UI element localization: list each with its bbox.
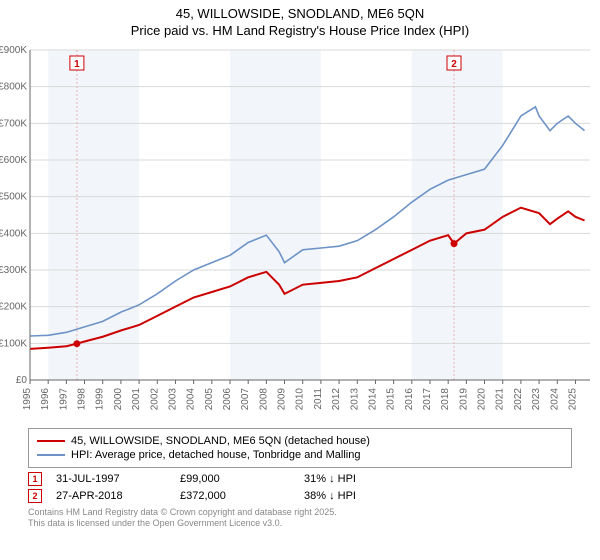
legend-label-price-paid: 45, WILLOWSIDE, SNODLAND, ME6 5QN (detac… — [71, 435, 370, 447]
svg-text:£400K: £400K — [0, 228, 27, 239]
svg-text:£0: £0 — [16, 375, 28, 386]
svg-text:£100K: £100K — [0, 338, 27, 349]
svg-text:2022: 2022 — [513, 387, 524, 410]
svg-text:2013: 2013 — [349, 387, 360, 410]
sale-data-row-2: 2 27-APR-2018 £372,000 38% ↓ HPI — [28, 489, 572, 503]
svg-text:1: 1 — [74, 59, 80, 70]
svg-text:2003: 2003 — [167, 387, 178, 410]
svg-text:£700K: £700K — [0, 118, 27, 129]
svg-text:2021: 2021 — [495, 387, 506, 410]
sale-price-1: £99,000 — [180, 473, 290, 485]
svg-text:2017: 2017 — [422, 387, 433, 410]
svg-text:£500K: £500K — [0, 191, 27, 202]
legend-swatch-hpi — [37, 454, 65, 456]
svg-text:2008: 2008 — [258, 387, 269, 410]
svg-text:2010: 2010 — [295, 387, 306, 410]
svg-text:2006: 2006 — [222, 387, 233, 410]
sale-data-row-1: 1 31-JUL-1997 £99,000 31% ↓ HPI — [28, 472, 572, 486]
svg-text:2014: 2014 — [367, 387, 378, 410]
svg-text:1998: 1998 — [77, 387, 88, 410]
svg-text:2020: 2020 — [477, 387, 488, 410]
svg-text:2001: 2001 — [131, 387, 142, 410]
svg-text:2007: 2007 — [240, 387, 251, 410]
svg-text:2011: 2011 — [313, 387, 324, 409]
sale-date-2: 27-APR-2018 — [56, 490, 166, 502]
sale-price-2: £372,000 — [180, 490, 290, 502]
svg-text:2019: 2019 — [458, 387, 469, 410]
chart-title: 45, WILLOWSIDE, SNODLAND, ME6 5QN Price … — [0, 0, 600, 42]
marker-box-1: 1 — [28, 472, 42, 486]
title-line2: Price paid vs. HM Land Registry's House … — [0, 23, 600, 40]
legend: 45, WILLOWSIDE, SNODLAND, ME6 5QN (detac… — [28, 428, 572, 468]
sale-data-list: 1 31-JUL-1997 £99,000 31% ↓ HPI 2 27-APR… — [28, 472, 572, 503]
footer-line1: Contains HM Land Registry data © Crown c… — [28, 507, 572, 518]
sale-date-1: 31-JUL-1997 — [56, 473, 166, 485]
title-line1: 45, WILLOWSIDE, SNODLAND, ME6 5QN — [0, 6, 600, 23]
line-chart: £0 £100K £200K £300K £400K £500K £600K £700K £80… — [0, 42, 600, 422]
legend-row-price-paid: 45, WILLOWSIDE, SNODLAND, ME6 5QN (detac… — [37, 435, 563, 447]
svg-text:£800K: £800K — [0, 81, 27, 92]
legend-label-hpi: HPI: Average price, detached house, Tonb… — [71, 449, 360, 461]
svg-text:2016: 2016 — [404, 387, 415, 410]
sale-delta-1: 31% ↓ HPI — [304, 473, 404, 485]
footer: Contains HM Land Registry data © Crown c… — [28, 507, 572, 529]
svg-text:2012: 2012 — [331, 387, 342, 410]
svg-text:1997: 1997 — [58, 387, 69, 410]
svg-text:1996: 1996 — [40, 387, 51, 410]
svg-text:1999: 1999 — [95, 387, 106, 410]
svg-text:2025: 2025 — [567, 387, 578, 410]
legend-row-hpi: HPI: Average price, detached house, Tonb… — [37, 449, 563, 461]
chart-area: £0 £100K £200K £300K £400K £500K £600K £700K £80… — [0, 42, 600, 422]
svg-text:1995: 1995 — [22, 387, 33, 410]
svg-text:£300K: £300K — [0, 265, 27, 276]
svg-text:2015: 2015 — [386, 387, 397, 410]
svg-text:2018: 2018 — [440, 387, 451, 410]
footer-line2: This data is licensed under the Open Gov… — [28, 518, 572, 529]
svg-text:£600K: £600K — [0, 155, 27, 166]
svg-text:£900K: £900K — [0, 45, 27, 56]
svg-text:2004: 2004 — [186, 387, 197, 410]
svg-text:2: 2 — [451, 59, 457, 70]
svg-text:£200K: £200K — [0, 301, 27, 312]
sale-delta-2: 38% ↓ HPI — [304, 490, 404, 502]
svg-text:2000: 2000 — [113, 387, 124, 410]
svg-text:2009: 2009 — [277, 387, 288, 410]
svg-text:2023: 2023 — [531, 387, 542, 410]
marker-box-2: 2 — [28, 489, 42, 503]
svg-text:2005: 2005 — [204, 387, 215, 410]
legend-swatch-price-paid — [37, 440, 65, 442]
svg-text:2024: 2024 — [549, 387, 560, 410]
svg-text:2002: 2002 — [149, 387, 160, 410]
